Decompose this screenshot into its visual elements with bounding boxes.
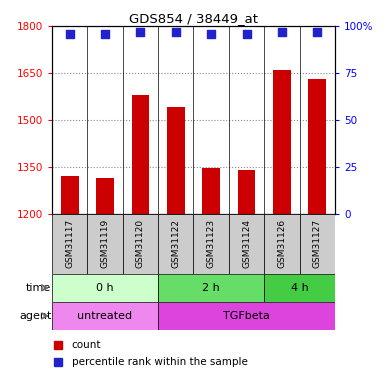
- Text: 2 h: 2 h: [202, 283, 220, 293]
- Bar: [132, 95, 149, 214]
- Bar: [52, 274, 158, 302]
- Point: [137, 29, 144, 35]
- Bar: [158, 274, 264, 302]
- Text: GSM31127: GSM31127: [313, 219, 322, 268]
- Bar: [238, 170, 255, 214]
- Point: [314, 29, 320, 35]
- Point: [243, 31, 249, 37]
- Bar: [300, 214, 335, 274]
- Point: [67, 31, 73, 37]
- Text: untreated: untreated: [77, 311, 132, 321]
- Text: agent: agent: [19, 311, 51, 321]
- Text: 0 h: 0 h: [96, 283, 114, 293]
- Bar: [193, 214, 229, 274]
- Bar: [52, 214, 87, 274]
- Text: GSM31120: GSM31120: [136, 219, 145, 268]
- Point: [102, 31, 108, 37]
- Bar: [96, 178, 114, 214]
- Bar: [273, 70, 291, 214]
- Bar: [158, 302, 335, 330]
- Text: TGFbeta: TGFbeta: [223, 311, 270, 321]
- Text: GSM31126: GSM31126: [277, 219, 286, 268]
- Text: count: count: [72, 340, 101, 350]
- Point: [173, 29, 179, 35]
- Text: 4 h: 4 h: [291, 283, 308, 293]
- Bar: [264, 274, 335, 302]
- Text: GSM31117: GSM31117: [65, 219, 74, 268]
- Bar: [158, 214, 193, 274]
- Bar: [308, 80, 326, 214]
- Bar: [52, 302, 158, 330]
- Bar: [61, 176, 79, 214]
- Title: GDS854 / 38449_at: GDS854 / 38449_at: [129, 12, 258, 25]
- Bar: [123, 214, 158, 274]
- Point: [208, 31, 214, 37]
- Text: GSM31119: GSM31119: [100, 219, 110, 268]
- Text: time: time: [26, 283, 51, 293]
- Text: GSM31124: GSM31124: [242, 219, 251, 268]
- Text: GSM31123: GSM31123: [207, 219, 216, 268]
- Bar: [264, 214, 300, 274]
- Bar: [87, 214, 123, 274]
- Bar: [229, 214, 264, 274]
- Bar: [167, 108, 185, 214]
- Bar: [202, 168, 220, 214]
- Point: [279, 29, 285, 35]
- Text: percentile rank within the sample: percentile rank within the sample: [72, 357, 248, 367]
- Text: GSM31122: GSM31122: [171, 219, 180, 268]
